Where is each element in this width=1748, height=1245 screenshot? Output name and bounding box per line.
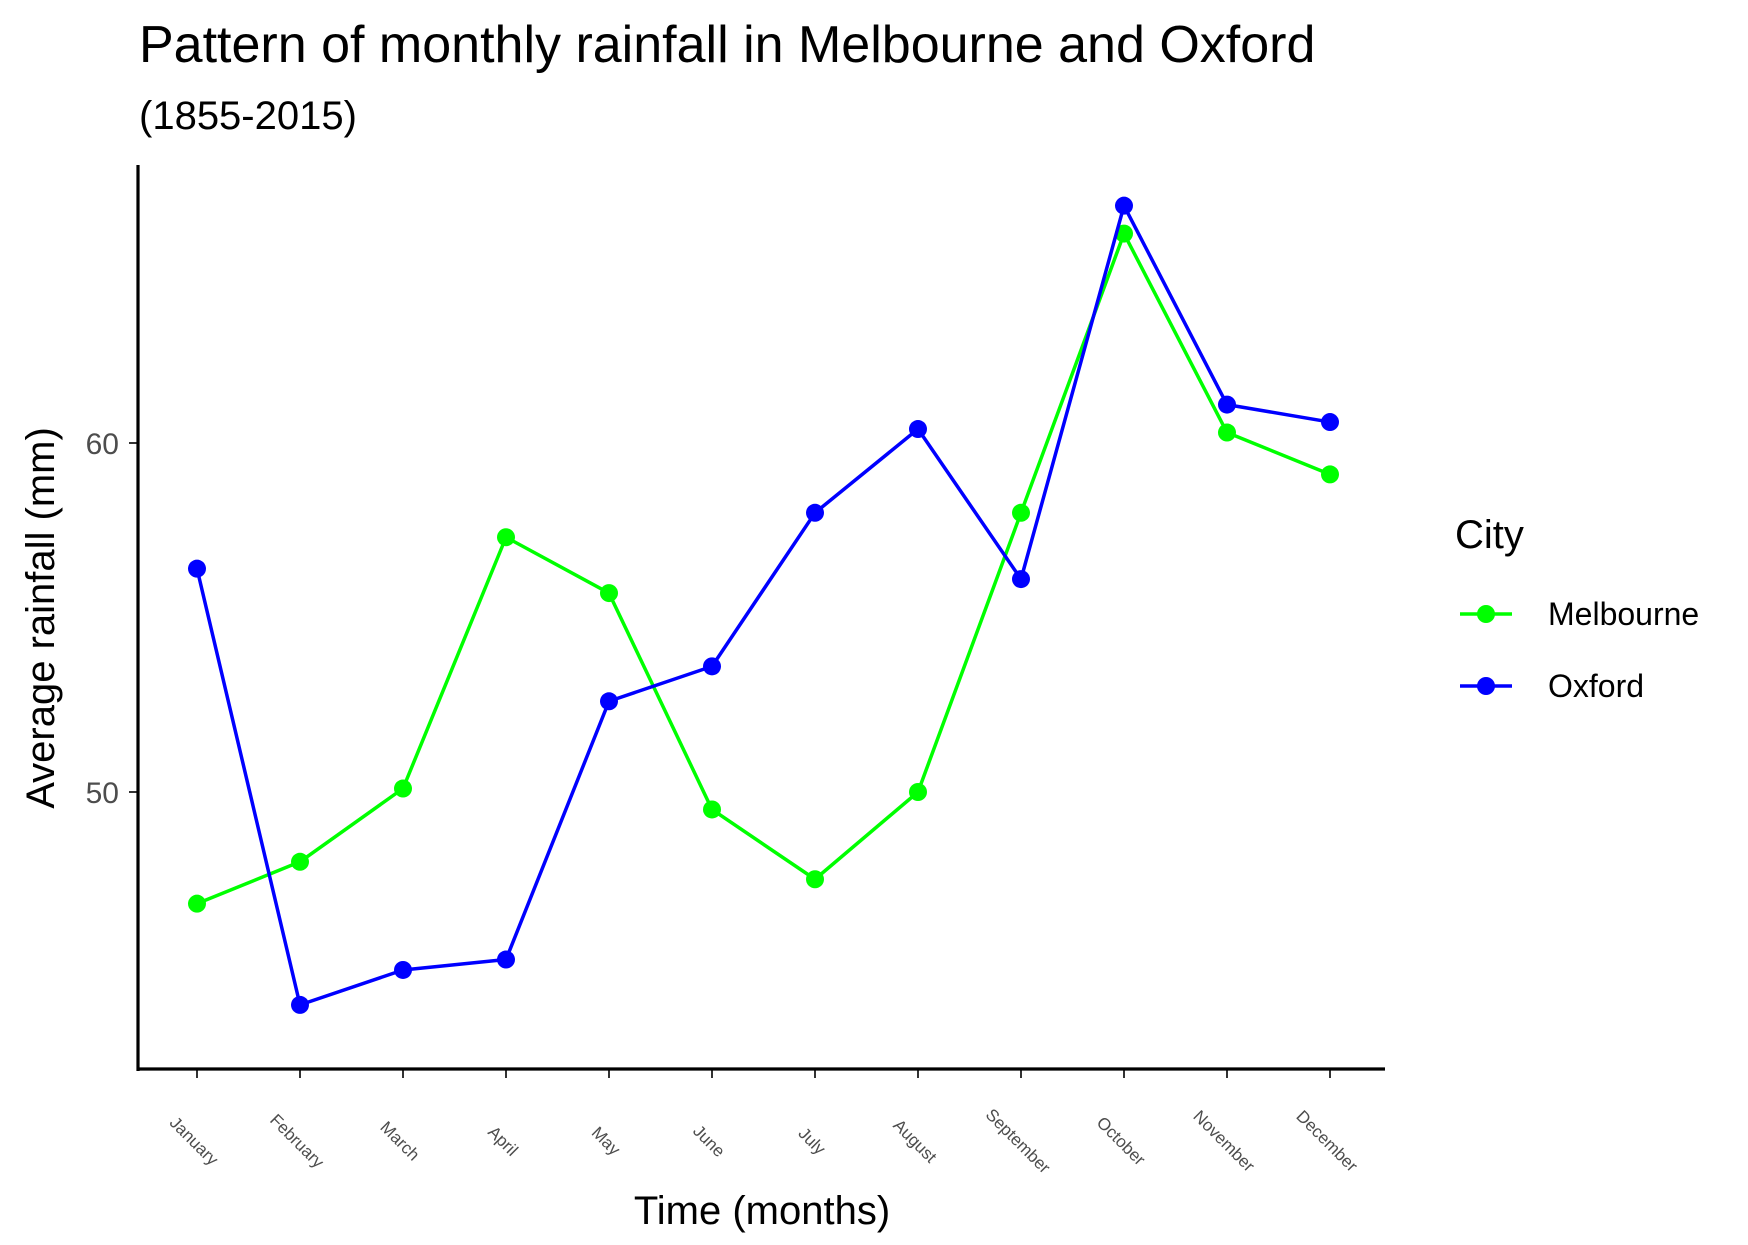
x-tick-label: June — [689, 1121, 729, 1161]
chart-subtitle: (1855-2015) — [139, 94, 357, 138]
series-melbourne — [188, 224, 1339, 913]
data-point-oxford — [1218, 395, 1236, 414]
legend-key-marker — [1477, 605, 1495, 623]
data-point-melbourne — [1218, 423, 1236, 442]
data-point-oxford — [1321, 413, 1339, 432]
series-oxford — [188, 196, 1339, 1014]
y-axis-ticks: 50 60 — [86, 428, 138, 810]
x-axis-title: Time (months) — [634, 1189, 890, 1233]
data-point-oxford — [497, 950, 515, 969]
x-tick-label: May — [588, 1123, 624, 1159]
legend-item-melbourne: Melbourne — [1460, 596, 1699, 632]
data-point-melbourne — [806, 870, 824, 889]
data-point-oxford — [394, 960, 412, 979]
legend-items: Melbourne Oxford — [1460, 596, 1699, 704]
x-tick-label: March — [376, 1118, 423, 1165]
chart-title: Pattern of monthly rainfall in Melbourne… — [139, 16, 1315, 74]
data-point-melbourne — [909, 783, 927, 801]
data-point-oxford — [703, 657, 721, 676]
x-tick-label: January — [166, 1113, 223, 1170]
legend: City Melbourne Oxford — [1455, 513, 1699, 704]
series-line-oxford — [195, 203, 1331, 1007]
legend-item-oxford: Oxford — [1460, 668, 1644, 704]
series-line-melbourne — [196, 231, 1331, 906]
data-point-melbourne — [703, 800, 721, 819]
data-point-melbourne — [1321, 465, 1339, 484]
legend-label: Oxford — [1548, 668, 1644, 704]
x-tick-label: December — [1292, 1107, 1361, 1176]
data-point-oxford — [909, 420, 927, 439]
data-point-melbourne — [291, 852, 309, 871]
x-axis-ticks: January February March April May June July Augu… — [166, 1069, 1362, 1177]
legend-title: City — [1455, 513, 1524, 557]
x-tick-label: November — [1189, 1107, 1258, 1176]
series-layer — [188, 196, 1339, 1014]
x-tick-label: August — [889, 1116, 940, 1167]
x-tick-label: April — [484, 1122, 521, 1159]
data-point-melbourne — [394, 779, 412, 798]
data-point-melbourne — [188, 894, 206, 913]
x-tick-label: September — [982, 1105, 1054, 1177]
data-point-oxford — [600, 692, 618, 711]
x-tick-label: July — [794, 1124, 829, 1159]
legend-key-marker — [1477, 677, 1495, 695]
x-tick-label: February — [266, 1110, 328, 1172]
data-point-oxford — [1115, 196, 1133, 215]
legend-label: Melbourne — [1548, 596, 1699, 632]
data-point-melbourne — [1115, 224, 1133, 243]
data-point-oxford — [188, 559, 206, 578]
data-point-melbourne — [600, 584, 618, 603]
data-point-melbourne — [497, 528, 515, 547]
y-tick-label: 50 — [86, 777, 119, 810]
data-point-oxford — [1012, 570, 1030, 589]
data-point-melbourne — [1012, 503, 1030, 522]
y-axis-title: Average rainfall (mm) — [19, 427, 63, 809]
data-point-oxford — [291, 995, 309, 1014]
data-point-oxford — [806, 503, 824, 522]
x-tick-label: October — [1093, 1113, 1149, 1169]
y-tick-label: 60 — [86, 428, 119, 461]
